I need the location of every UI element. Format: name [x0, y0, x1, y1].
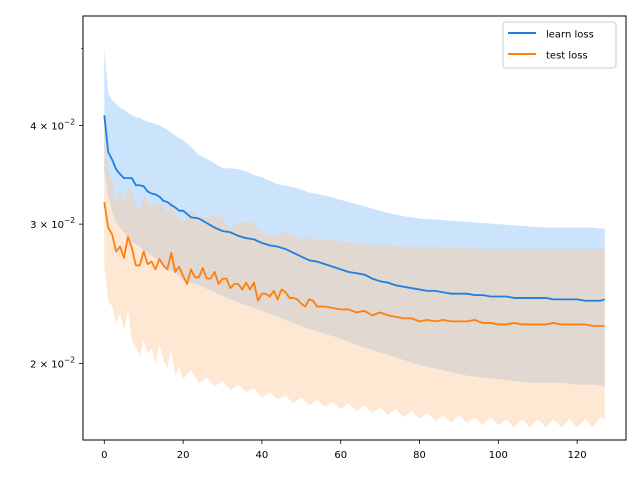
band-learn-loss [104, 48, 605, 387]
x-tick-label: 60 [334, 450, 347, 461]
line-learn-loss [103, 115, 606, 302]
x-tick-label: 20 [177, 450, 190, 461]
x-tick-label: 40 [256, 450, 269, 461]
x-tick-label: 120 [568, 450, 587, 461]
y-tick-label: 2 × 10−2 [30, 355, 75, 370]
legend: learn loss test loss [502, 21, 617, 69]
x-tick-label: 0 [101, 450, 107, 461]
y-tick-label: 3 × 10−2 [30, 216, 75, 231]
line-test-loss [103, 201, 605, 327]
y-axis-ticks: 2 × 10−2 3 × 10−2 4 × 10−2 [30, 48, 83, 370]
legend-label-test-loss: test loss [546, 51, 588, 62]
legend-label-learn-loss: learn loss [546, 30, 594, 41]
mean-lines [103, 115, 606, 327]
x-tick-label: 80 [413, 450, 426, 461]
y-tick-label: 4 × 10−2 [30, 117, 75, 132]
band-test-loss [104, 125, 605, 428]
x-axis-ticks: 0 20 40 60 80 100 120 [101, 440, 587, 461]
plot-frame [82, 15, 627, 441]
x-tick-label: 100 [489, 450, 508, 461]
confidence-bands [104, 48, 605, 428]
